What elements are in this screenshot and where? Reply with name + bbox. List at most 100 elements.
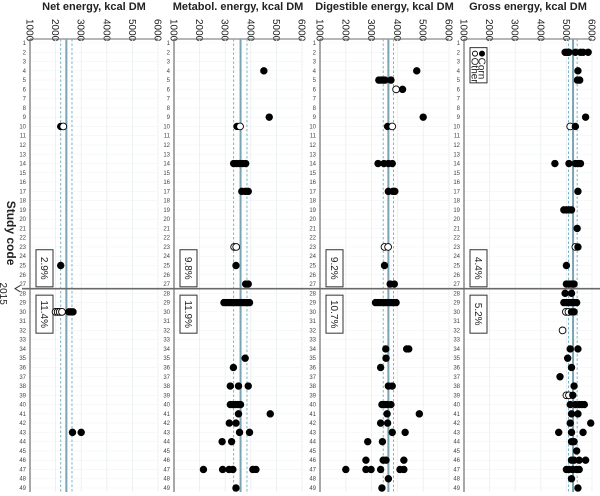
row-label: 38 (19, 384, 26, 390)
row-label: 48 (309, 477, 316, 483)
row-label: 39 (453, 393, 460, 399)
row-label: 42 (163, 421, 170, 427)
data-point-corn (570, 308, 578, 316)
row-label: 15 (19, 171, 26, 177)
row-label: 40 (309, 403, 316, 409)
row-label: 16 (453, 180, 460, 186)
row-label: 34 (309, 347, 316, 353)
row-label: 16 (19, 180, 26, 186)
row-label: 12 (309, 143, 316, 149)
data-point-corn (567, 289, 576, 298)
row-label: 35 (453, 356, 460, 362)
data-point-corn (226, 382, 235, 390)
row-label: 26 (19, 273, 26, 279)
data-point-corn (229, 465, 237, 474)
data-point-corn (581, 456, 590, 464)
data-point-corn (565, 48, 573, 56)
data-point-corn (574, 67, 582, 75)
row-label: 3 (313, 60, 317, 66)
data-point-corn (383, 419, 392, 427)
row-label: 6 (457, 87, 461, 93)
data-point-corn (382, 345, 390, 353)
row-label: 4 (167, 69, 171, 75)
row-label: 6 (23, 87, 27, 93)
data-point-corn (401, 428, 409, 437)
row-label: 30 (453, 310, 460, 316)
x-tick-label: 1000 (168, 19, 179, 42)
row-label: 35 (19, 356, 26, 362)
x-tick-label: 6000 (586, 19, 597, 42)
row-label: 34 (163, 347, 170, 353)
data-point-other (558, 326, 567, 335)
data-point-corn (572, 447, 581, 455)
x-tick-label: 4000 (534, 19, 545, 42)
data-point-corn (571, 122, 580, 131)
row-label: 17 (19, 189, 26, 195)
data-point-corn (572, 298, 581, 307)
x-tick-label: 2000 (339, 19, 350, 42)
row-label: 35 (309, 356, 316, 362)
x-tick-label: 2000 (483, 19, 494, 42)
row-label: 47 (453, 467, 460, 473)
row-label: 46 (163, 458, 170, 464)
row-label: 48 (163, 477, 170, 483)
row-label: 49 (453, 486, 460, 492)
row-label: 11 (454, 134, 461, 140)
row-label: 37 (453, 375, 460, 381)
data-point-corn (236, 400, 245, 409)
row-label: 38 (453, 384, 460, 390)
row-label: 24 (19, 254, 26, 260)
row-label: 47 (309, 467, 316, 473)
data-point-corn (362, 456, 370, 464)
data-point-other (232, 243, 241, 251)
data-point-other (392, 85, 400, 94)
row-label: 32 (309, 328, 316, 334)
data-point-corn (573, 224, 581, 233)
data-point-corn (232, 484, 240, 492)
data-point-corn (567, 475, 576, 483)
row-label: 32 (453, 328, 460, 334)
data-point-corn (387, 76, 395, 84)
row-label: 49 (163, 486, 170, 492)
data-point-corn (587, 419, 595, 427)
data-point-corn (574, 410, 582, 418)
row-label: 25 (163, 264, 170, 270)
data-point-corn (235, 428, 244, 437)
row-label: 30 (309, 310, 316, 316)
cv-box-after-2015 (469, 294, 488, 334)
row-label: 28 (453, 291, 460, 297)
cv-label-before-2015: 9.2% (328, 257, 339, 280)
data-point-corn (574, 187, 582, 196)
data-point-corn (77, 428, 85, 437)
data-point-corn (565, 159, 573, 168)
row-label: 33 (19, 338, 26, 344)
data-point-corn (576, 76, 584, 84)
data-point-corn (574, 345, 582, 353)
row-label: 39 (19, 393, 26, 399)
row-label: 10 (453, 124, 460, 130)
row-label: 44 (163, 440, 170, 446)
row-label: 39 (309, 393, 316, 399)
row-label: 5 (457, 78, 461, 84)
data-point-corn (579, 428, 587, 437)
data-point-corn (567, 428, 576, 437)
data-point-corn (561, 289, 569, 298)
x-tick-label: 5000 (417, 19, 428, 42)
row-label: 2 (457, 50, 461, 56)
data-point-corn (376, 363, 385, 372)
row-label: 10 (163, 124, 170, 130)
row-label: 28 (309, 291, 316, 297)
row-label: 21 (309, 226, 316, 232)
row-label: 26 (453, 273, 460, 279)
data-point-corn (551, 159, 559, 168)
row-label: 2 (313, 50, 317, 56)
row-label: 27 (309, 282, 316, 288)
row-label: 10 (309, 124, 316, 130)
row-label: 22 (163, 236, 170, 242)
data-point-corn (556, 373, 564, 381)
data-point-corn (376, 465, 385, 474)
data-point-corn (241, 354, 249, 362)
row-label: 20 (309, 217, 316, 223)
panel-3: Digestible energy, kcal DM 1000 2000 3000 40… (309, 1, 454, 492)
row-label: 5 (23, 78, 27, 84)
